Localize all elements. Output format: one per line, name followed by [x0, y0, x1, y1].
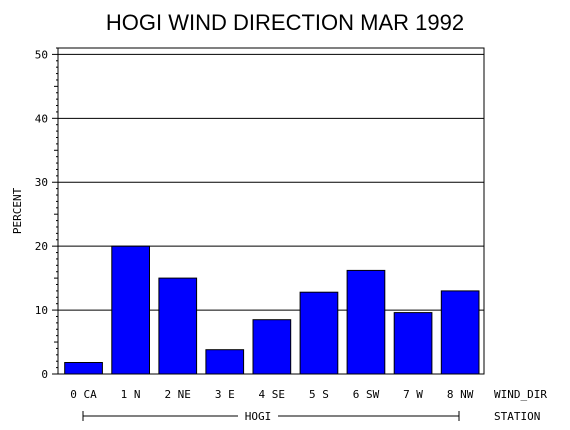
bars	[64, 245, 480, 375]
y-tick-labels: 0 10 20 30 40 50	[35, 48, 48, 381]
x-tick-labels: 0 CA 1 N 2 NE 3 E 4 SE 5 S 6 SW 7 W 8 NW	[70, 388, 473, 401]
y-tick-label: 10	[35, 304, 48, 317]
y-tick-label: 30	[35, 176, 48, 189]
chart-title: HOGI WIND DIRECTION MAR 1992	[106, 10, 464, 35]
y-tick-label: 50	[35, 48, 48, 61]
x-axis-label: WIND_DIR	[494, 388, 547, 401]
y-tick-label: 0	[41, 368, 48, 381]
x-tick-label: 6 SW	[353, 388, 380, 401]
bar	[158, 277, 198, 375]
y-ticks	[52, 47, 58, 375]
station-axis-label: STATION	[494, 410, 540, 423]
station-label-bg	[238, 409, 278, 423]
x-tick-label: 0 CA	[70, 388, 97, 401]
bar	[205, 349, 245, 375]
x-tick-label: 4 SE	[259, 388, 286, 401]
y-tick-label: 40	[35, 112, 48, 125]
bar	[440, 290, 480, 375]
y-tick-label: 20	[35, 240, 48, 253]
bar	[393, 312, 433, 375]
x-tick-label: 8 NW	[447, 388, 474, 401]
bar	[252, 319, 292, 375]
bar	[111, 245, 151, 375]
x-tick-label: 3 E	[215, 388, 235, 401]
x-tick-label: 5 S	[309, 388, 329, 401]
x-tick-label: 1 N	[121, 388, 141, 401]
y-axis-label: PERCENT	[11, 187, 24, 234]
plot-frame	[57, 47, 485, 375]
bar	[299, 291, 339, 375]
bar	[64, 362, 103, 375]
bar	[346, 269, 386, 375]
x-tick-label: 2 NE	[164, 388, 191, 401]
station-group-label: HOGI	[245, 410, 272, 423]
x-tick-label: 7 W	[403, 388, 423, 401]
